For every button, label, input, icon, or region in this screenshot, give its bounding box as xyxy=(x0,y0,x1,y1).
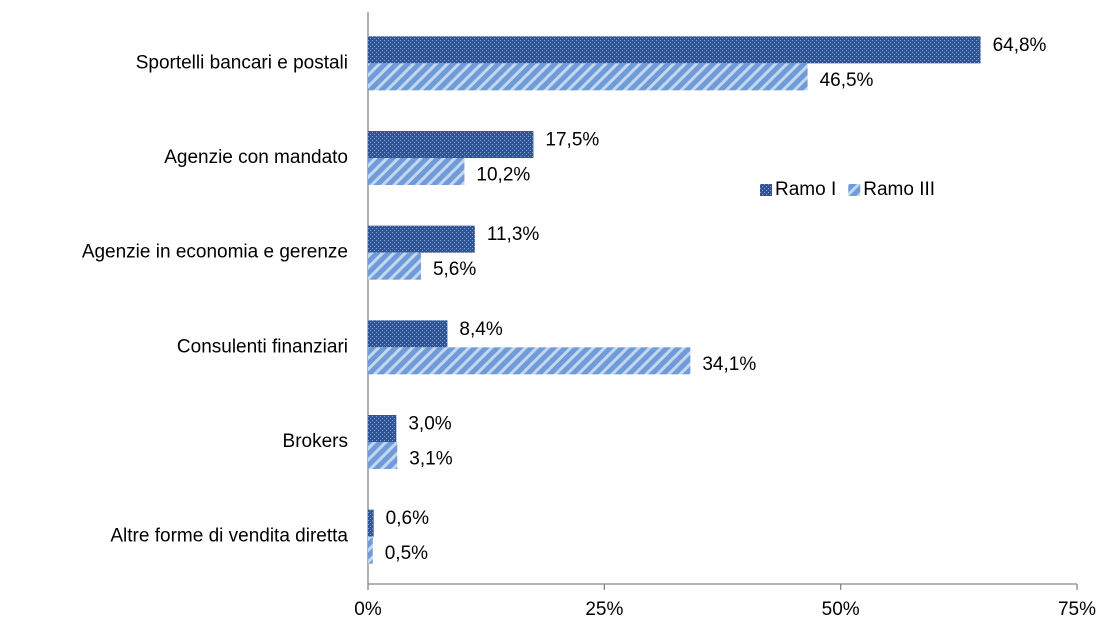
bar xyxy=(368,131,534,158)
bar xyxy=(368,320,448,348)
x-tick-label: 25% xyxy=(585,599,623,619)
value-label: 64,8% xyxy=(993,35,1047,56)
value-label: 10,2% xyxy=(476,165,530,186)
y-tick-label: Altre forme di vendita diretta xyxy=(110,526,348,547)
y-tick-label: Agenzie in economia e gerenze xyxy=(82,242,348,263)
legend-label: Ramo I xyxy=(775,179,836,200)
legend-label: Ramo III xyxy=(863,179,935,200)
y-tick-label: Sportelli bancari e postali xyxy=(136,52,348,73)
bar xyxy=(368,415,397,442)
value-label: 11,3% xyxy=(487,224,540,245)
value-label: 5,6% xyxy=(433,259,476,280)
bar xyxy=(368,347,691,375)
bar xyxy=(368,36,981,64)
value-label: 0,6% xyxy=(386,508,429,529)
x-tick-label: 50% xyxy=(822,599,860,619)
bar xyxy=(368,63,808,91)
bar xyxy=(368,509,374,537)
value-label: 34,1% xyxy=(702,354,756,375)
y-tick-label: Brokers xyxy=(283,431,348,452)
legend-swatch xyxy=(760,184,772,196)
x-tick-label: 0% xyxy=(354,599,382,619)
value-label: 17,5% xyxy=(545,130,599,151)
bar xyxy=(368,252,421,280)
legend-swatch xyxy=(848,184,861,196)
x-tick-label: 75% xyxy=(1058,599,1096,619)
bar xyxy=(368,225,475,253)
y-tick-label: Agenzie con mandato xyxy=(164,147,348,168)
value-label: 0,5% xyxy=(385,543,428,564)
bar xyxy=(368,536,373,564)
y-tick-label: Consulenti finanziari xyxy=(177,336,348,357)
value-label: 8,4% xyxy=(459,319,502,340)
bar xyxy=(368,158,465,185)
bar xyxy=(368,442,398,469)
value-label: 46,5% xyxy=(820,70,874,91)
value-label: 3,1% xyxy=(409,449,452,470)
value-label: 3,0% xyxy=(408,414,451,435)
